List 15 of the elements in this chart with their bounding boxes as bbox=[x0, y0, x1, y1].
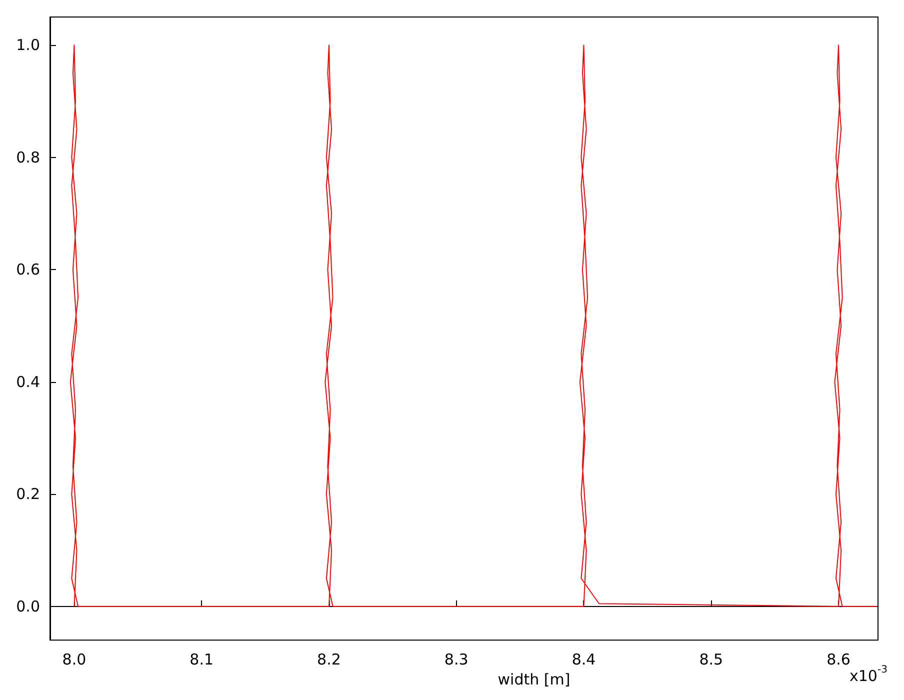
x-tick-label: 8.5 bbox=[699, 650, 724, 669]
y-tick-label: 1.0 bbox=[16, 36, 40, 54]
x-axis-title: width [m] bbox=[498, 670, 570, 688]
y-tick-label: 0.6 bbox=[16, 260, 40, 279]
y-tick-label: 0.8 bbox=[16, 148, 40, 166]
y-tick-label: 0.0 bbox=[16, 597, 40, 616]
y-tick-label: 0.2 bbox=[16, 485, 40, 504]
x-tick-label: 8.3 bbox=[444, 650, 468, 669]
x-tick-label: 8.4 bbox=[572, 650, 596, 669]
x-tick-label: 8.1 bbox=[190, 650, 214, 669]
x-tick-label: 8.0 bbox=[62, 650, 86, 669]
x-tick-label: 8.6 bbox=[826, 650, 850, 669]
x-tick-label: 8.2 bbox=[317, 650, 341, 669]
line-series bbox=[70, 44, 878, 607]
y-tick-label: 0.4 bbox=[16, 372, 40, 391]
